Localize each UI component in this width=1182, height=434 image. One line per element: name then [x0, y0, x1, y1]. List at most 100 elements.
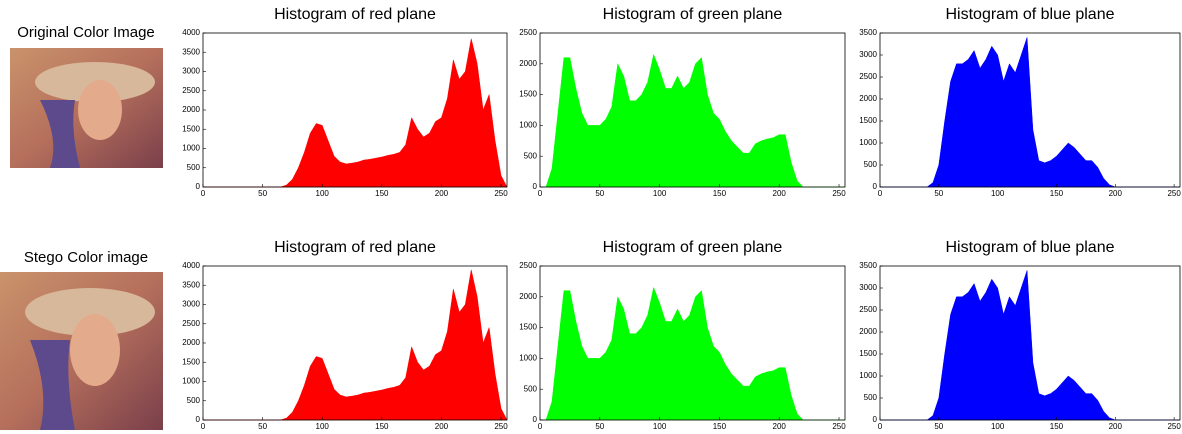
x-tick-label: 100 [991, 189, 1005, 198]
x-tick-label: 200 [435, 422, 449, 431]
x-tick-label: 150 [1050, 189, 1064, 198]
histogram-area [203, 38, 508, 188]
y-tick-label: 2500 [182, 319, 200, 328]
x-tick-label: 0 [538, 422, 543, 431]
y-tick-label: 2500 [519, 28, 537, 37]
y-tick-label: 0 [873, 415, 878, 424]
y-tick-label: 500 [187, 396, 201, 405]
y-tick-label: 2500 [859, 72, 877, 81]
x-tick-label: 50 [258, 189, 267, 198]
row-label: Original Color Image [17, 24, 155, 41]
y-tick-label: 1500 [859, 116, 877, 125]
y-tick-label: 3000 [182, 300, 200, 309]
feather [30, 340, 75, 430]
y-tick-label: 2000 [519, 292, 537, 301]
x-tick-label: 100 [991, 422, 1005, 431]
y-tick-label: 2500 [519, 261, 537, 270]
y-tick-label: 1000 [182, 377, 200, 386]
x-tick-label: 50 [258, 422, 267, 431]
plot-frame [879, 265, 1181, 421]
y-tick-label: 1000 [519, 354, 537, 363]
x-tick-label: 50 [934, 189, 943, 198]
stego-image [0, 272, 163, 430]
face [78, 80, 122, 140]
x-tick-label: 200 [435, 189, 449, 198]
chart: Histogram of red plane050010001500200025… [182, 239, 508, 431]
y-tick-label: 3500 [859, 261, 877, 270]
y-tick-label: 4000 [182, 28, 200, 37]
chart-title: Histogram of red plane [274, 6, 436, 23]
chart: Histogram of green plane0500100015002000… [519, 6, 846, 198]
x-tick-label: 250 [494, 189, 508, 198]
y-tick-label: 3500 [182, 280, 200, 289]
x-tick-label: 200 [773, 422, 787, 431]
x-tick-label: 0 [878, 189, 883, 198]
original-image [10, 48, 163, 168]
y-tick-label: 1000 [519, 121, 537, 130]
chart: Histogram of blue plane05001000150020002… [859, 6, 1181, 198]
x-tick-label: 0 [201, 189, 206, 198]
y-tick-label: 3000 [859, 50, 877, 59]
x-tick-label: 250 [1167, 422, 1181, 431]
chart: Histogram of red plane050010001500200025… [182, 6, 508, 198]
y-tick-label: 2500 [859, 305, 877, 314]
x-tick-label: 50 [934, 422, 943, 431]
x-tick-label: 50 [595, 189, 604, 198]
row-label: Stego Color image [24, 249, 148, 266]
y-tick-label: 0 [196, 415, 201, 424]
y-tick-label: 500 [864, 393, 878, 402]
y-tick-label: 1500 [859, 349, 877, 358]
x-tick-label: 200 [1109, 189, 1123, 198]
histogram-area [880, 270, 1180, 421]
x-tick-label: 250 [832, 422, 846, 431]
x-tick-label: 200 [773, 189, 787, 198]
y-tick-label: 2000 [859, 94, 877, 103]
y-tick-label: 1500 [182, 124, 200, 133]
x-tick-label: 150 [375, 422, 389, 431]
y-tick-label: 2000 [182, 105, 200, 114]
x-tick-label: 50 [595, 422, 604, 431]
x-tick-label: 0 [878, 422, 883, 431]
y-tick-label: 3000 [182, 67, 200, 76]
y-tick-label: 2000 [182, 338, 200, 347]
y-tick-label: 2000 [519, 59, 537, 68]
x-tick-label: 250 [832, 189, 846, 198]
plot-frame [879, 32, 1181, 188]
chart: Histogram of blue plane05001000150020002… [859, 239, 1181, 431]
chart-title: Histogram of blue plane [946, 6, 1115, 23]
y-tick-label: 2500 [182, 86, 200, 95]
y-tick-label: 1000 [859, 138, 877, 147]
y-tick-label: 3000 [859, 283, 877, 292]
x-tick-label: 150 [375, 189, 389, 198]
chart-title: Histogram of red plane [274, 239, 436, 256]
x-tick-label: 0 [201, 422, 206, 431]
y-tick-label: 0 [533, 415, 538, 424]
histogram-area [203, 269, 508, 421]
y-tick-label: 1500 [182, 357, 200, 366]
y-tick-label: 4000 [182, 261, 200, 270]
y-tick-label: 500 [524, 384, 538, 393]
face [70, 314, 120, 386]
y-tick-label: 1000 [859, 371, 877, 380]
y-tick-label: 3500 [182, 47, 200, 56]
y-tick-label: 500 [524, 151, 538, 160]
x-tick-label: 150 [713, 189, 727, 198]
histogram-area [540, 53, 845, 188]
feather [40, 100, 80, 168]
plot-frame [539, 32, 846, 188]
hat [25, 288, 155, 336]
chart: Histogram of green plane0500100015002000… [519, 239, 846, 431]
x-tick-label: 150 [1050, 422, 1064, 431]
chart-title: Histogram of blue plane [946, 239, 1115, 256]
y-tick-label: 500 [864, 160, 878, 169]
y-tick-label: 500 [187, 163, 201, 172]
x-tick-label: 150 [713, 422, 727, 431]
y-tick-label: 2000 [859, 327, 877, 336]
x-tick-label: 100 [316, 189, 330, 198]
y-tick-label: 1500 [519, 323, 537, 332]
x-tick-label: 200 [1109, 422, 1123, 431]
x-tick-label: 0 [538, 189, 543, 198]
y-tick-label: 1500 [519, 90, 537, 99]
y-tick-label: 0 [873, 182, 878, 191]
